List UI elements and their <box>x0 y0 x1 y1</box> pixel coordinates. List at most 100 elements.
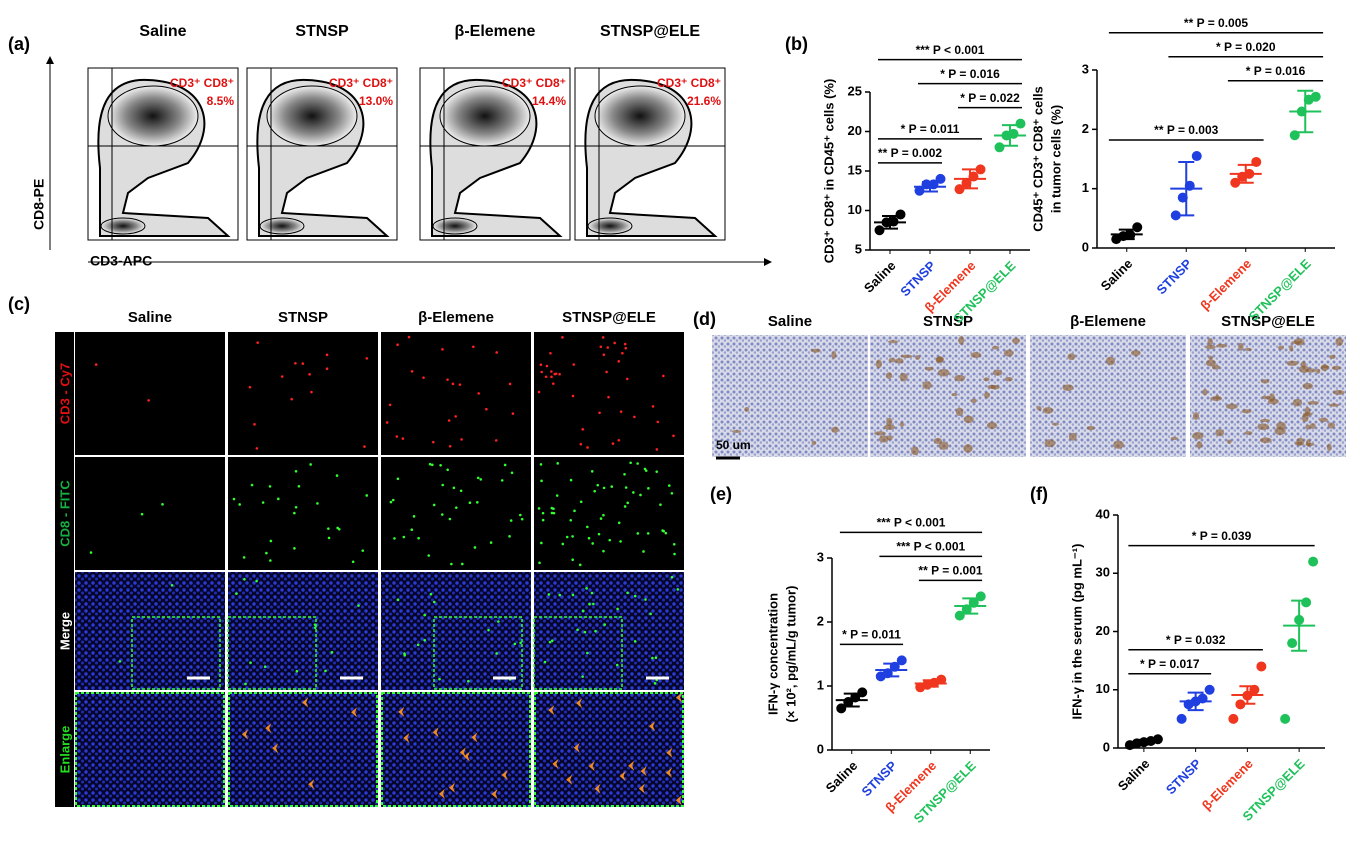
cell-dot <box>596 483 600 487</box>
cell-dot <box>327 536 331 540</box>
cell-dot <box>94 363 98 366</box>
stain <box>1269 393 1275 402</box>
arrowhead <box>308 779 315 790</box>
cell-dot <box>654 656 658 659</box>
cell-dot <box>551 382 555 385</box>
cell-dot <box>295 669 299 673</box>
stain <box>899 372 908 382</box>
cell-dot <box>510 471 514 475</box>
cell-dot <box>316 502 319 505</box>
cell-dot <box>439 463 442 467</box>
cell-dot <box>624 346 628 350</box>
cell-dot <box>626 501 630 505</box>
y-tick-label: 25 <box>848 83 862 98</box>
stain <box>1335 337 1344 347</box>
cell-dot <box>330 651 334 654</box>
data-point <box>1301 597 1312 608</box>
cell-dot <box>633 594 637 598</box>
cell-dot <box>297 485 301 488</box>
arrowhead <box>491 789 498 800</box>
cell-dot <box>253 423 256 426</box>
cell-dot <box>672 542 676 546</box>
stain <box>1207 337 1213 346</box>
arrowhead <box>576 698 583 709</box>
cell-dot <box>607 395 610 399</box>
cell-dot <box>494 439 498 442</box>
cell-dot <box>477 392 480 395</box>
cell-dot <box>571 558 574 562</box>
cell-dot <box>256 341 259 344</box>
fluor-title: Saline <box>128 309 172 326</box>
fluor-image <box>534 692 684 807</box>
cell-dot <box>519 513 522 517</box>
arrowhead <box>676 692 683 703</box>
cell-dot <box>602 353 606 356</box>
arrowhead <box>432 727 439 738</box>
fluor-title: STNSP <box>278 309 328 326</box>
ihc-title: Saline <box>768 313 812 330</box>
stain <box>1244 347 1252 352</box>
gate-label: CD3⁺ CD8⁺ <box>657 76 721 90</box>
stain <box>991 345 1000 350</box>
cell-dot <box>280 375 284 378</box>
data-point <box>857 687 868 698</box>
y-axis-label: CD45⁺ CD3⁺ CD8⁺ cells <box>1030 86 1045 232</box>
arrowhead <box>438 788 445 799</box>
stain <box>958 336 965 345</box>
error-bar <box>843 692 860 708</box>
cell-dot <box>361 549 365 552</box>
y-axis-label: CD3⁺ CD8⁺ in CD45⁺ cells (%) <box>821 79 836 264</box>
flow-density <box>100 217 146 235</box>
cell-dot <box>441 483 444 487</box>
cell-dot <box>452 486 456 490</box>
gate-label: CD3⁺ CD8⁺ <box>502 76 566 90</box>
cell-dot <box>503 463 507 467</box>
cell-dot <box>605 370 608 374</box>
stain <box>1289 345 1294 352</box>
cell-dot <box>603 623 606 626</box>
error-bar <box>1291 599 1308 652</box>
cell-dot <box>473 546 477 549</box>
fluor-image <box>75 332 225 455</box>
cell-dot <box>555 494 559 497</box>
cell-dot <box>336 526 339 530</box>
stain <box>899 421 905 428</box>
arrowhead <box>573 742 580 753</box>
enlarge-frame <box>228 692 378 807</box>
stain <box>963 415 974 424</box>
stain <box>1215 429 1225 437</box>
cell-dot <box>385 421 389 424</box>
row-strip <box>55 332 74 807</box>
cell-dot <box>561 542 565 546</box>
cell-dot <box>365 494 369 497</box>
cell-dot <box>667 484 671 487</box>
stain <box>1241 409 1252 414</box>
cell-dot <box>632 491 635 494</box>
x-tick-label: STNSP <box>1163 756 1204 797</box>
y-tick-label: 10 <box>1096 681 1110 696</box>
x-tick-label: Saline <box>823 758 861 796</box>
cell-dot <box>89 551 93 554</box>
cell-dot <box>581 675 584 678</box>
stain <box>922 381 932 390</box>
cell-dot <box>461 562 464 566</box>
y-tick-label: 20 <box>848 123 862 138</box>
cell-dot <box>659 503 662 506</box>
y-tick-label: 20 <box>1096 623 1110 638</box>
y-tick-label: 2 <box>817 613 824 628</box>
cell-dot <box>593 489 596 493</box>
cell-dot <box>647 487 650 490</box>
stain <box>900 354 913 359</box>
stain <box>1328 403 1340 407</box>
fluor-image <box>534 457 684 570</box>
cell-dot <box>672 434 675 438</box>
cell-dot <box>550 506 554 510</box>
stain <box>935 356 944 364</box>
arrowhead <box>666 747 673 758</box>
ihc-title: STNSP@ELE <box>1221 313 1315 330</box>
cell-dot <box>363 445 366 448</box>
arrowhead <box>459 747 466 758</box>
significance-label: ** P = 0.001 <box>918 564 982 578</box>
cell-dot <box>655 470 659 473</box>
